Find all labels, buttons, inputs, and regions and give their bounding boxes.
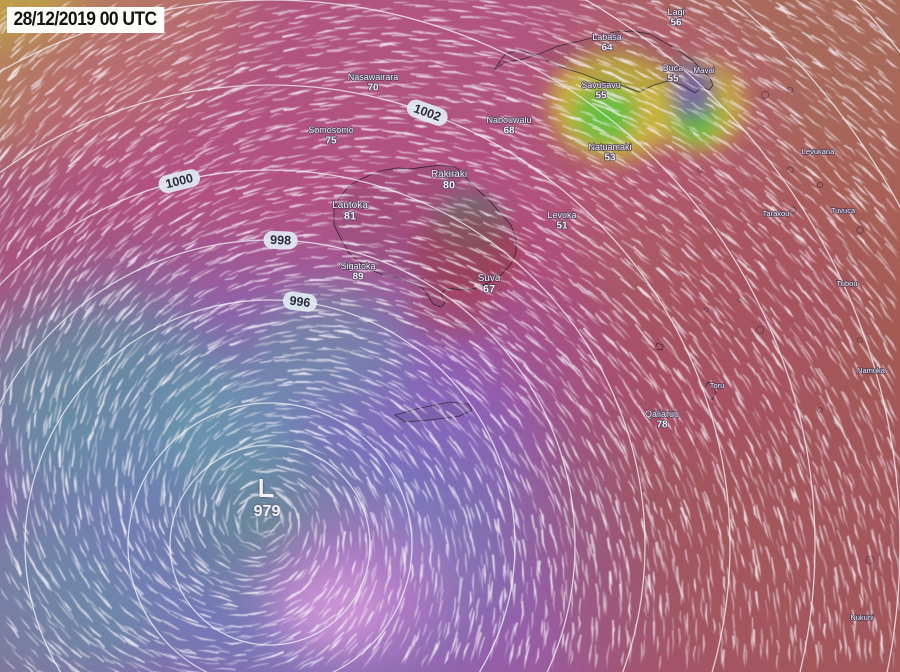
svg-text:979: 979 <box>254 503 281 520</box>
